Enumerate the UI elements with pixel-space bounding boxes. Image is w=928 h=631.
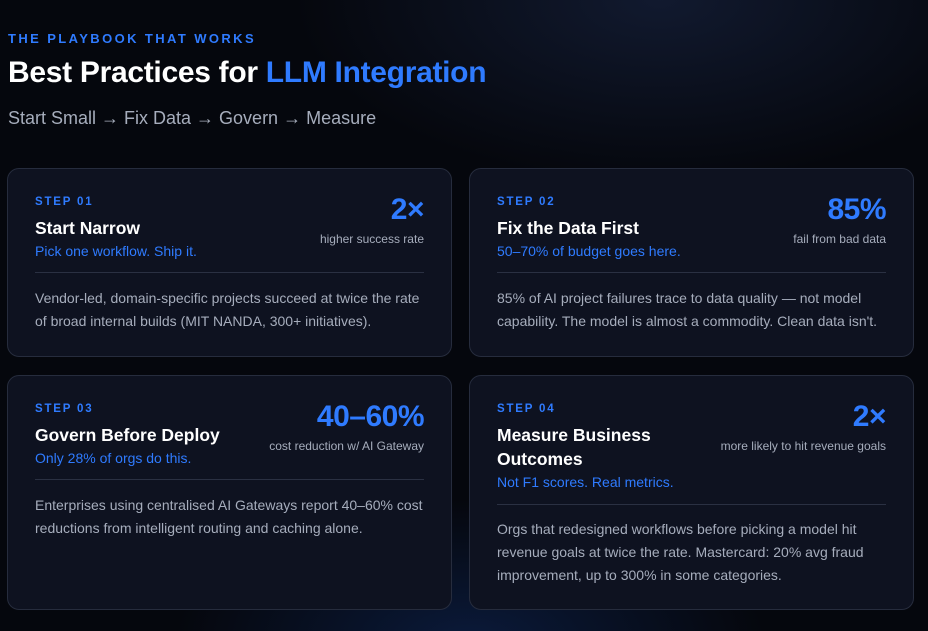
card-body: Orgs that redesigned workflows before pi… (497, 521, 864, 583)
card-tagline: Only 28% of orgs do this. (35, 450, 192, 466)
page-title: Best Practices for LLM Integration (8, 56, 487, 90)
step-card-02: STEP 02 Fix the Data First 50–70% of bud… (469, 168, 914, 357)
step-card-04: STEP 04 Measure Business Outcomes Not F1… (469, 375, 914, 610)
eyebrow-label: THE PLAYBOOK THAT WORKS (8, 31, 257, 46)
card-body: 85% of AI project failures trace to data… (497, 290, 878, 329)
stat-value: 85% (827, 193, 886, 226)
card-title: Govern Before Deploy (35, 425, 220, 445)
step-card-03: STEP 03 Govern Before Deploy Only 28% of… (7, 375, 452, 610)
step-label: STEP 01 (35, 196, 94, 208)
card-divider (497, 504, 886, 505)
card-title: Start Narrow (35, 218, 141, 238)
card-tagline: Not F1 scores. Real metrics. (497, 474, 674, 490)
stat-caption: cost reduction w/ AI Gateway (269, 439, 424, 453)
card-title: Measure Business Outcomes (497, 425, 651, 469)
step-label: STEP 03 (35, 403, 94, 415)
stat-caption: more likely to hit revenue goals (720, 439, 886, 453)
stat-value: 40–60% (316, 400, 425, 433)
page-title-accent: LLM Integration (265, 56, 487, 89)
card-body: Enterprises using centralised AI Gateway… (35, 497, 423, 536)
step-label: STEP 04 (497, 403, 556, 415)
card-divider (497, 272, 886, 273)
page-title-main: Best Practices for (8, 56, 266, 89)
card-body: Vendor-led, domain-specific projects suc… (35, 290, 420, 329)
card-tagline: Pick one workflow. Ship it. (35, 243, 197, 259)
card-divider (35, 272, 424, 273)
step-card-01: STEP 01 Start Narrow Pick one workflow. … (7, 168, 452, 357)
card-tagline: 50–70% of budget goes here. (497, 243, 681, 259)
card-title: Fix the Data First (497, 218, 639, 238)
stat-caption: fail from bad data (793, 232, 886, 246)
page-subtitle: Start Small → Fix Data → Govern → Measur… (8, 108, 377, 128)
step-label: STEP 02 (497, 196, 556, 208)
card-divider (35, 479, 424, 480)
stat-value: 2× (852, 400, 887, 433)
stat-value: 2× (390, 193, 425, 226)
stat-caption: higher success rate (319, 232, 424, 246)
